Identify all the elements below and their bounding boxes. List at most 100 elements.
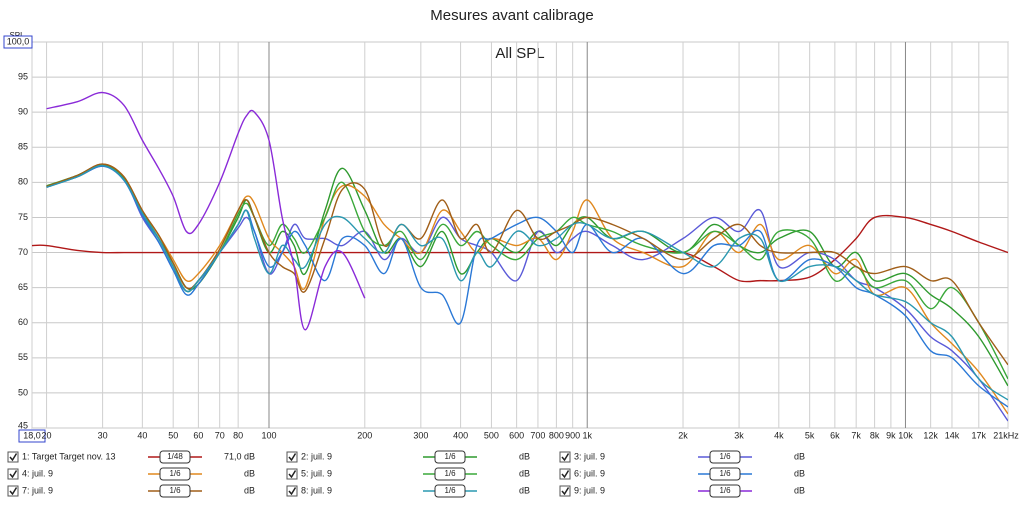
legend-smoothing-box[interactable] xyxy=(434,484,466,498)
legend-name: 7: juil. 9 xyxy=(22,485,53,495)
legend-check xyxy=(561,470,570,479)
plot-title: All SPL xyxy=(495,45,544,62)
legend-readout: dB xyxy=(519,485,530,495)
chart-title: Mesures avant calibrage xyxy=(430,7,593,24)
y-tick-label: 100,0 xyxy=(7,36,30,46)
y-tick-label: 50 xyxy=(18,387,28,397)
legend-checkbox[interactable] xyxy=(559,468,571,480)
legend-smoothing-box[interactable] xyxy=(159,450,191,464)
x-tick-label: 80 xyxy=(233,430,243,440)
legend-name: 3: juil. 9 xyxy=(574,451,605,461)
x-tick-label: 8k xyxy=(870,430,880,440)
x-tick-label: 7k xyxy=(851,430,861,440)
legend-name: 4: juil. 9 xyxy=(22,468,53,478)
legend-smoothing-box[interactable] xyxy=(434,450,466,464)
legend-smoothing: 1/6 xyxy=(444,452,456,461)
x-tick-label: 400 xyxy=(453,430,468,440)
x-tick-label: 20 xyxy=(42,430,52,440)
y-tick-label: 60 xyxy=(18,317,28,327)
legend-readout: dB xyxy=(244,468,255,478)
x-tick-label: 30 xyxy=(98,430,108,440)
legend-smoothing-box[interactable] xyxy=(159,484,191,498)
x-tick-label: 10k xyxy=(898,430,913,440)
x-tick-label: 800 xyxy=(549,430,564,440)
series-line xyxy=(32,214,1008,283)
legend-smoothing: 1/6 xyxy=(169,469,181,478)
legend-name: 2: juil. 9 xyxy=(301,451,332,461)
legend-name: 8: juil. 9 xyxy=(301,485,332,495)
x-tick-label: 18,0 xyxy=(23,430,41,440)
legend-checkbox[interactable] xyxy=(7,451,19,463)
x-tick-label: 50 xyxy=(168,430,178,440)
legend-readout: dB xyxy=(794,468,805,478)
y-tick-label: 55 xyxy=(18,352,28,362)
legend-check xyxy=(288,453,297,462)
y-tick-label: 80 xyxy=(18,177,28,187)
x-tick-label: 14k xyxy=(945,430,960,440)
legend-smoothing: 1/6 xyxy=(719,486,731,495)
x-tick-label: 12k xyxy=(923,430,938,440)
x-tick-label: 3k xyxy=(734,430,744,440)
legend-check xyxy=(561,487,570,496)
legend-smoothing: 1/48 xyxy=(167,452,183,461)
x-tick-label: 500 xyxy=(484,430,499,440)
legend-checkbox[interactable] xyxy=(286,451,298,463)
x-tick-label: 900 xyxy=(565,430,580,440)
legend-smoothing-box[interactable] xyxy=(159,467,191,481)
legend-smoothing-box[interactable] xyxy=(709,467,741,481)
legend-check xyxy=(9,453,18,462)
legend-smoothing-box[interactable] xyxy=(709,450,741,464)
x-tick-label: 17k xyxy=(972,430,987,440)
legend-checkbox[interactable] xyxy=(7,485,19,497)
x-tick-label: 600 xyxy=(509,430,524,440)
series-line xyxy=(46,91,366,331)
legend-checkbox[interactable] xyxy=(559,485,571,497)
x-tick-label: 21kHz xyxy=(993,430,1019,440)
x-tick-label: 300 xyxy=(413,430,428,440)
y-tick-label: 75 xyxy=(18,212,28,222)
y-tick-label: 65 xyxy=(18,282,28,292)
plot-area xyxy=(31,41,1009,429)
x-tick-label: 5k xyxy=(805,430,815,440)
x-tick-label: 700 xyxy=(530,430,545,440)
x-tick-label: 60 xyxy=(193,430,203,440)
y-tick-label: 70 xyxy=(18,247,28,257)
legend-checkbox[interactable] xyxy=(286,468,298,480)
legend-name: 5: juil. 9 xyxy=(301,468,332,478)
series-line xyxy=(46,165,1008,408)
legend-smoothing: 1/6 xyxy=(719,469,731,478)
legend-smoothing-box[interactable] xyxy=(434,467,466,481)
legend-smoothing: 1/6 xyxy=(719,452,731,461)
x-tick-label: 200 xyxy=(357,430,372,440)
legend-name: 9: juil. 9 xyxy=(574,485,605,495)
legend-smoothing: 1/6 xyxy=(444,469,456,478)
legend-checkbox[interactable] xyxy=(559,451,571,463)
legend-check xyxy=(9,487,18,496)
legend-readout: 71,0 dB xyxy=(224,451,255,461)
series-line xyxy=(46,164,1008,401)
x-tick-label: 100 xyxy=(261,430,276,440)
legend-checkbox[interactable] xyxy=(7,468,19,480)
x-tick-label: 1k xyxy=(582,430,592,440)
y-tick-label: 45 xyxy=(18,420,28,430)
y-tick-label: 95 xyxy=(18,71,28,81)
legend-readout: dB xyxy=(244,485,255,495)
legend-readout: dB xyxy=(519,468,530,478)
legend-readout: dB xyxy=(794,451,805,461)
legend-check xyxy=(9,470,18,479)
legend-name: 1: Target Target nov. 13 xyxy=(22,451,116,461)
x-tick-label: 40 xyxy=(137,430,147,440)
legend-check xyxy=(288,470,297,479)
x-tick-label: 9k xyxy=(886,430,896,440)
legend-smoothing-box[interactable] xyxy=(709,484,741,498)
axis-end-box xyxy=(18,429,46,443)
x-tick-label: 70 xyxy=(215,430,225,440)
legend-name: 6: juil. 9 xyxy=(574,468,605,478)
legend-checkbox[interactable] xyxy=(286,485,298,497)
x-tick-label: 4k xyxy=(774,430,784,440)
axis-end-box xyxy=(3,35,33,49)
legend-check xyxy=(288,487,297,496)
legend-smoothing: 1/6 xyxy=(444,486,456,495)
legend-check xyxy=(561,453,570,462)
